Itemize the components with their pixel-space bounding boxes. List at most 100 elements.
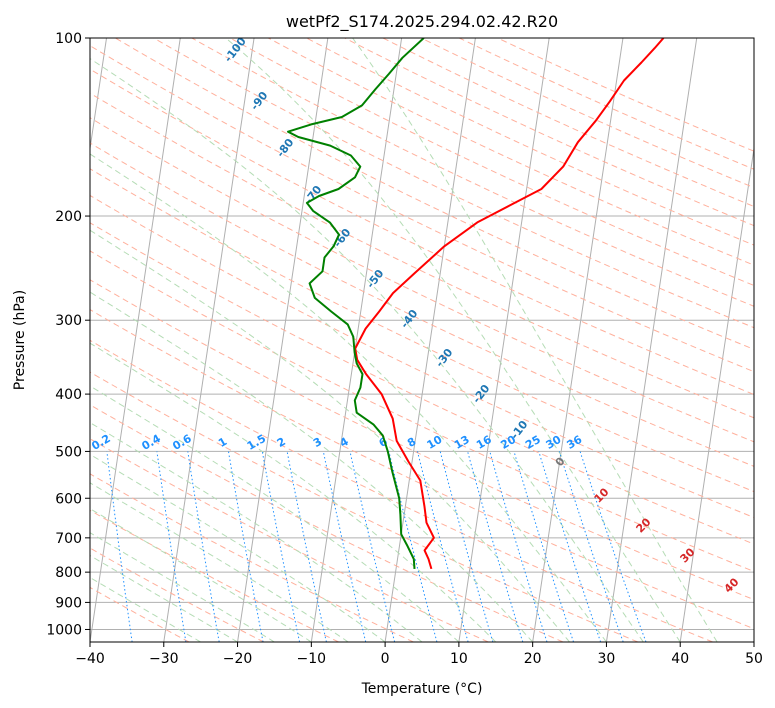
profiles	[287, 38, 665, 570]
mixing-ratio-line	[417, 451, 469, 642]
moist-adiabat	[90, 291, 534, 642]
line-labels: 0.1 0.2 0.4 0.6 1 1.5 2 3 4 6 8 10 13 16 20 25 30 36-100-…	[90, 35, 742, 596]
moist-adiabat	[90, 453, 386, 642]
dry-adiabat	[90, 142, 754, 467]
y-tick-label: 400	[55, 387, 82, 403]
mixing-ratio-line	[322, 451, 367, 642]
mixing-ratio-label: 1.5	[245, 432, 268, 453]
dry-adiabat	[90, 250, 754, 573]
dry-adiabat-label: 10	[592, 485, 612, 505]
mixing-ratio-line	[106, 451, 133, 642]
dry-adiabat-label: 40	[722, 575, 742, 595]
dry-adiabat	[90, 168, 754, 493]
mixing-ratio-line	[538, 451, 602, 642]
x-tick-label: 0	[381, 651, 390, 667]
mixing-ratio-line	[513, 451, 574, 642]
dewpoint-profile	[287, 38, 425, 569]
moist-adiabat-label: -20	[470, 382, 493, 406]
temperature-profile	[354, 38, 665, 570]
dry-adiabat	[420, 38, 754, 189]
dry-adiabat	[459, 38, 754, 170]
moist-adiabat-label: -100	[222, 35, 249, 65]
isotherm	[679, 145, 754, 642]
y-tick-label: 700	[55, 531, 82, 547]
moist-adiabat	[90, 385, 460, 642]
moist-adiabat-label: -80	[274, 136, 297, 160]
x-tick-label: −40	[75, 651, 105, 667]
mixing-ratio-line	[467, 451, 524, 642]
dry-adiabat	[90, 222, 754, 545]
moist-adiabat	[90, 508, 312, 642]
dry-adiabat	[90, 509, 339, 642]
dry-adiabat	[382, 38, 754, 208]
x-tick-label: −30	[149, 651, 179, 667]
mixing-ratio-label: 10	[425, 433, 445, 452]
dry-adiabat	[497, 38, 754, 152]
dry-adiabat	[90, 547, 265, 642]
mixing-ratio-label: 25	[523, 433, 543, 452]
dry-adiabat	[90, 586, 190, 642]
moist-adiabat	[90, 342, 497, 642]
isotherm	[237, 38, 329, 642]
dry-adiabat	[115, 38, 754, 350]
moist-adiabat	[90, 532, 275, 642]
dry-adiabat	[90, 68, 754, 396]
chart-title: wetPf2_S174.2025.294.02.42.R20	[286, 12, 558, 32]
y-tick-label: 600	[55, 491, 82, 507]
x-tick-label: 10	[450, 651, 468, 667]
mixing-ratio-label: 16	[474, 433, 494, 452]
mixing-ratio-line	[349, 451, 396, 642]
mixing-ratio-line	[388, 451, 438, 642]
mixing-ratio-label: 13	[452, 433, 472, 452]
dry-adiabat	[306, 38, 754, 246]
dry-adiabat-label: 30	[678, 545, 698, 565]
y-tick-label: 900	[55, 595, 82, 611]
y-tick-label: 1000	[46, 622, 82, 638]
moist-adiabat	[90, 421, 423, 642]
mixing-ratio-line	[187, 451, 220, 642]
y-tick-label: 200	[55, 209, 82, 225]
mixing-ratio-line	[439, 451, 494, 642]
dry-adiabat	[90, 309, 754, 630]
moist-adiabat	[90, 57, 644, 642]
moist-adiabat-label: -90	[248, 89, 271, 113]
x-tick-label: −20	[223, 651, 253, 667]
x-tick-label: 20	[524, 651, 542, 667]
y-axis-label: Pressure (hPa)	[12, 290, 28, 390]
moist-adiabat-label: -30	[433, 346, 456, 370]
x-tick-label: 40	[671, 651, 689, 667]
dry-adiabat	[344, 38, 754, 227]
y-tick-label: 500	[55, 444, 82, 460]
isotherm	[753, 638, 754, 642]
mixing-ratio-line	[489, 451, 548, 642]
mixing-ratio-line	[156, 451, 187, 642]
isotherm	[384, 38, 476, 642]
plot-frame	[89, 37, 755, 643]
x-tick-label: 30	[598, 651, 616, 667]
moist-adiabat-label: -50	[364, 267, 387, 291]
mixing-ratio-label: 0.4	[139, 432, 163, 453]
y-tick-label: 100	[55, 31, 82, 47]
dry-adiabat	[90, 92, 754, 419]
x-axis-label: Temperature (°C)	[361, 681, 483, 697]
mixing-ratio-line	[228, 451, 264, 642]
dry-adiabat-label: 20	[634, 515, 654, 535]
dry-adiabat	[90, 438, 489, 642]
isotherm	[532, 38, 624, 642]
moist-adiabat	[90, 576, 201, 642]
mixing-ratio-line	[579, 451, 647, 642]
dry-adiabat	[90, 339, 713, 642]
x-tick-label: −10	[297, 651, 327, 667]
moist-adiabat	[225, 38, 681, 642]
x-tick-label: 50	[745, 651, 763, 667]
mixing-ratio-line	[558, 451, 624, 642]
mixing-ratio-label: 3	[311, 435, 324, 450]
mixing-ratio-label: 2	[275, 435, 288, 450]
mixing-ratio-label: 0.6	[170, 432, 194, 453]
axis-ticks: −40 −30 −20 −10 0 10 20 30 40 50 100 200 300 400 500 60…	[46, 31, 763, 667]
moist-adiabat	[90, 153, 607, 642]
dry-adiabat	[90, 473, 414, 642]
moist-adiabat-label: -40	[398, 307, 421, 331]
dry-adiabat	[90, 45, 754, 373]
